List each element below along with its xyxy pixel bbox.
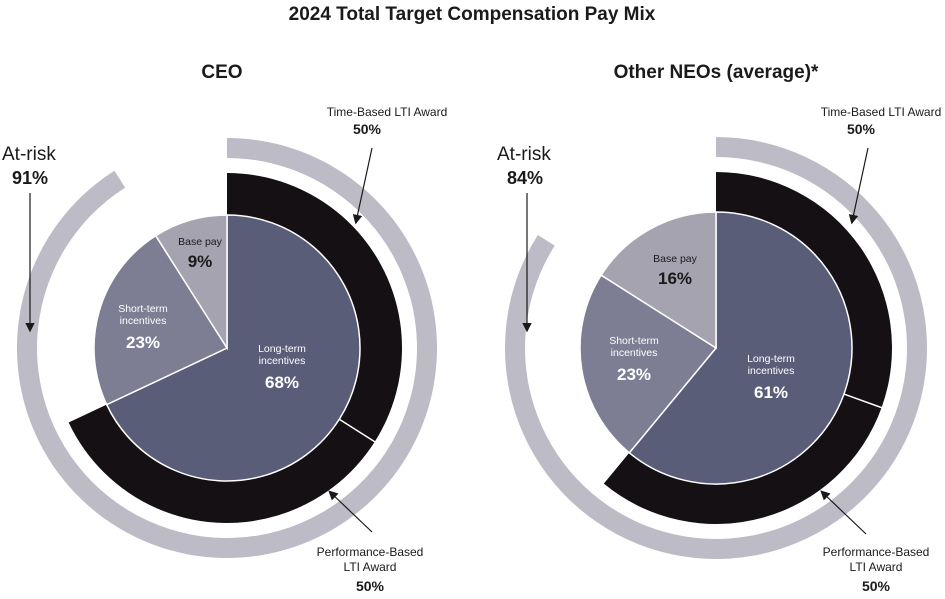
- other-neos-panel: Other NEOs (average)* Base pay 16% Short-te…: [497, 62, 941, 594]
- slice-value: 23%: [617, 365, 651, 384]
- performance-based-arrow: [820, 490, 867, 535]
- slice-short-term: [93, 234, 229, 406]
- panel-subtitle: CEO: [201, 62, 242, 83]
- at-risk-value: 84%: [507, 168, 543, 188]
- slice-value: 61%: [754, 383, 788, 402]
- lti-divider: [338, 418, 376, 443]
- performance-based-label: LTI Award: [850, 560, 903, 574]
- slice-value: 16%: [658, 269, 692, 288]
- slice-long-term: [105, 214, 361, 482]
- slice-base-pay: [600, 211, 717, 350]
- time-based-label: Time-Based LTI Award: [327, 105, 448, 119]
- slice-short-term: [579, 274, 718, 454]
- slice-value: 68%: [265, 373, 299, 392]
- time-based-arrow: [848, 147, 869, 225]
- time-based-label: Time-Based LTI Award: [821, 105, 942, 119]
- slice-long-term: [628, 211, 853, 485]
- time-based-value: 50%: [847, 121, 876, 137]
- performance-based-value: 50%: [862, 578, 891, 594]
- slice-value: 23%: [126, 333, 160, 352]
- performance-based-arrow: [328, 490, 373, 533]
- slice-label: Long-term: [258, 343, 306, 355]
- slice-label: Short-term: [609, 335, 659, 347]
- slice-label: Base pay: [178, 236, 223, 248]
- chart-title: 2024 Total Target Compensation Pay Mix: [289, 4, 656, 25]
- performance-based-label: Performance-Based: [823, 545, 930, 559]
- slice-base-pay: [154, 214, 228, 351]
- performance-based-label: LTI Award: [344, 560, 397, 574]
- lti-divider: [843, 393, 882, 409]
- performance-based-label: Performance-Based: [317, 545, 424, 559]
- slice-label: incentives: [748, 365, 795, 377]
- slice-label: Base pay: [653, 253, 698, 265]
- time-based-value: 50%: [353, 121, 382, 137]
- slice-label: Short-term: [118, 303, 168, 315]
- time-based-arrow: [352, 147, 373, 225]
- at-risk-value: 91%: [12, 168, 48, 188]
- slice-label: incentives: [120, 315, 167, 327]
- at-risk-label: At-risk: [497, 144, 551, 165]
- at-risk-label: At-risk: [2, 144, 56, 165]
- slice-label: incentives: [611, 347, 658, 359]
- slice-value: 9%: [188, 252, 213, 271]
- panel-subtitle: Other NEOs (average)*: [614, 62, 819, 83]
- slice-label: incentives: [259, 355, 306, 367]
- slice-label: Long-term: [747, 353, 795, 365]
- performance-based-value: 50%: [356, 578, 385, 594]
